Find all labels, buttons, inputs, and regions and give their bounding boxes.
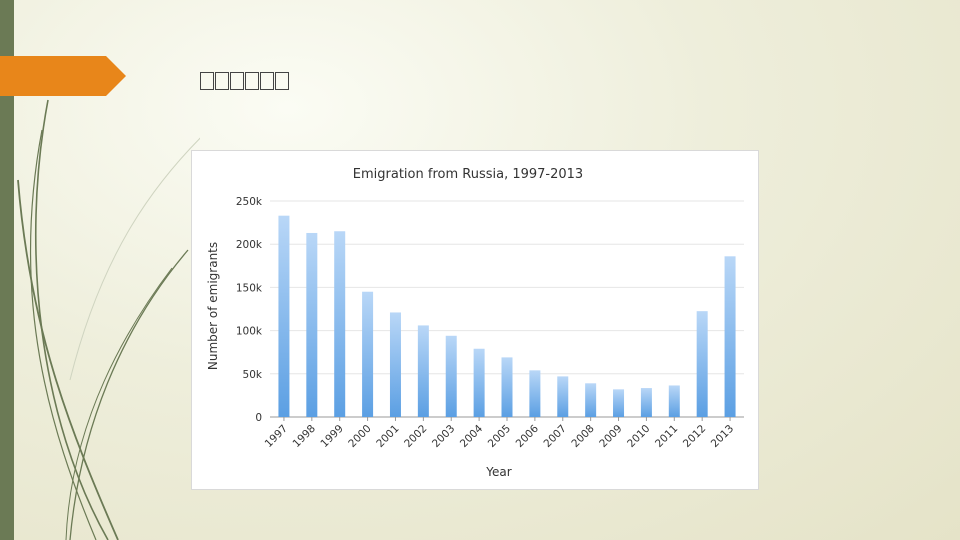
y-tick-label: 250k	[236, 196, 263, 208]
y-tick-label: 150k	[236, 282, 263, 294]
bar-2002	[417, 325, 429, 417]
y-tick-label: 50k	[243, 369, 263, 381]
title-glyph	[275, 72, 289, 90]
bar-2012	[696, 311, 708, 417]
x-tick-label: 2010	[625, 423, 652, 450]
y-axis-label: Number of emigrants	[206, 242, 220, 370]
y-tick-label: 0	[255, 412, 262, 424]
bar-2006	[529, 370, 541, 417]
x-tick-label: 2005	[486, 423, 513, 450]
x-tick-label: 2004	[458, 422, 486, 450]
x-tick-label: 2006	[514, 422, 542, 450]
bar-chart: Emigration from Russia, 1997-2013 0 50k 10…	[206, 167, 744, 479]
bar-2009	[613, 389, 625, 417]
bar-2013	[724, 256, 736, 417]
x-axis-label: Year	[485, 465, 511, 479]
bar-2000	[362, 291, 374, 417]
bar-2007	[557, 376, 569, 417]
x-tick-label: 1997	[263, 423, 290, 450]
y-tick-label: 200k	[236, 239, 263, 251]
title-glyph	[215, 72, 229, 90]
bar-2001	[389, 312, 401, 417]
x-tick-label: 2007	[541, 423, 568, 450]
title-glyph	[245, 72, 259, 90]
x-tick-label: 2013	[709, 423, 736, 450]
y-tick-label: 100k	[236, 326, 263, 338]
title-glyph	[260, 72, 274, 90]
x-tick-label: 2012	[681, 423, 708, 450]
bar-2011	[668, 385, 680, 417]
x-tick-label: 2011	[653, 423, 680, 450]
x-tick-label: 1999	[318, 423, 345, 450]
chart-title: Emigration from Russia, 1997-2013	[353, 167, 583, 182]
x-tick-label: 2008	[569, 423, 596, 450]
x-tick-label: 2000	[346, 423, 373, 450]
x-tick-label: 2003	[430, 423, 457, 450]
slide-title	[200, 66, 360, 96]
bar-1999	[334, 231, 346, 417]
x-tick-label: 2009	[597, 423, 624, 450]
bar-2010	[640, 388, 652, 417]
bar-2003	[445, 335, 457, 417]
x-tick-label: 2002	[402, 423, 429, 450]
x-tick-label: 2001	[374, 423, 401, 450]
side-accent-bar	[0, 0, 14, 540]
title-glyph	[200, 72, 214, 90]
bar-2005	[501, 357, 513, 417]
bar-1998	[306, 232, 318, 417]
bar-2004	[473, 348, 485, 417]
bar-1997	[278, 215, 290, 417]
decorative-lines	[17, 99, 200, 540]
title-glyph	[230, 72, 244, 90]
chart-container: Emigration from Russia, 1997-2013 0 50k 10…	[191, 150, 759, 490]
title-accent-arrow	[0, 56, 126, 96]
bar-2008	[585, 383, 597, 417]
x-tick-label: 1998	[291, 423, 318, 450]
